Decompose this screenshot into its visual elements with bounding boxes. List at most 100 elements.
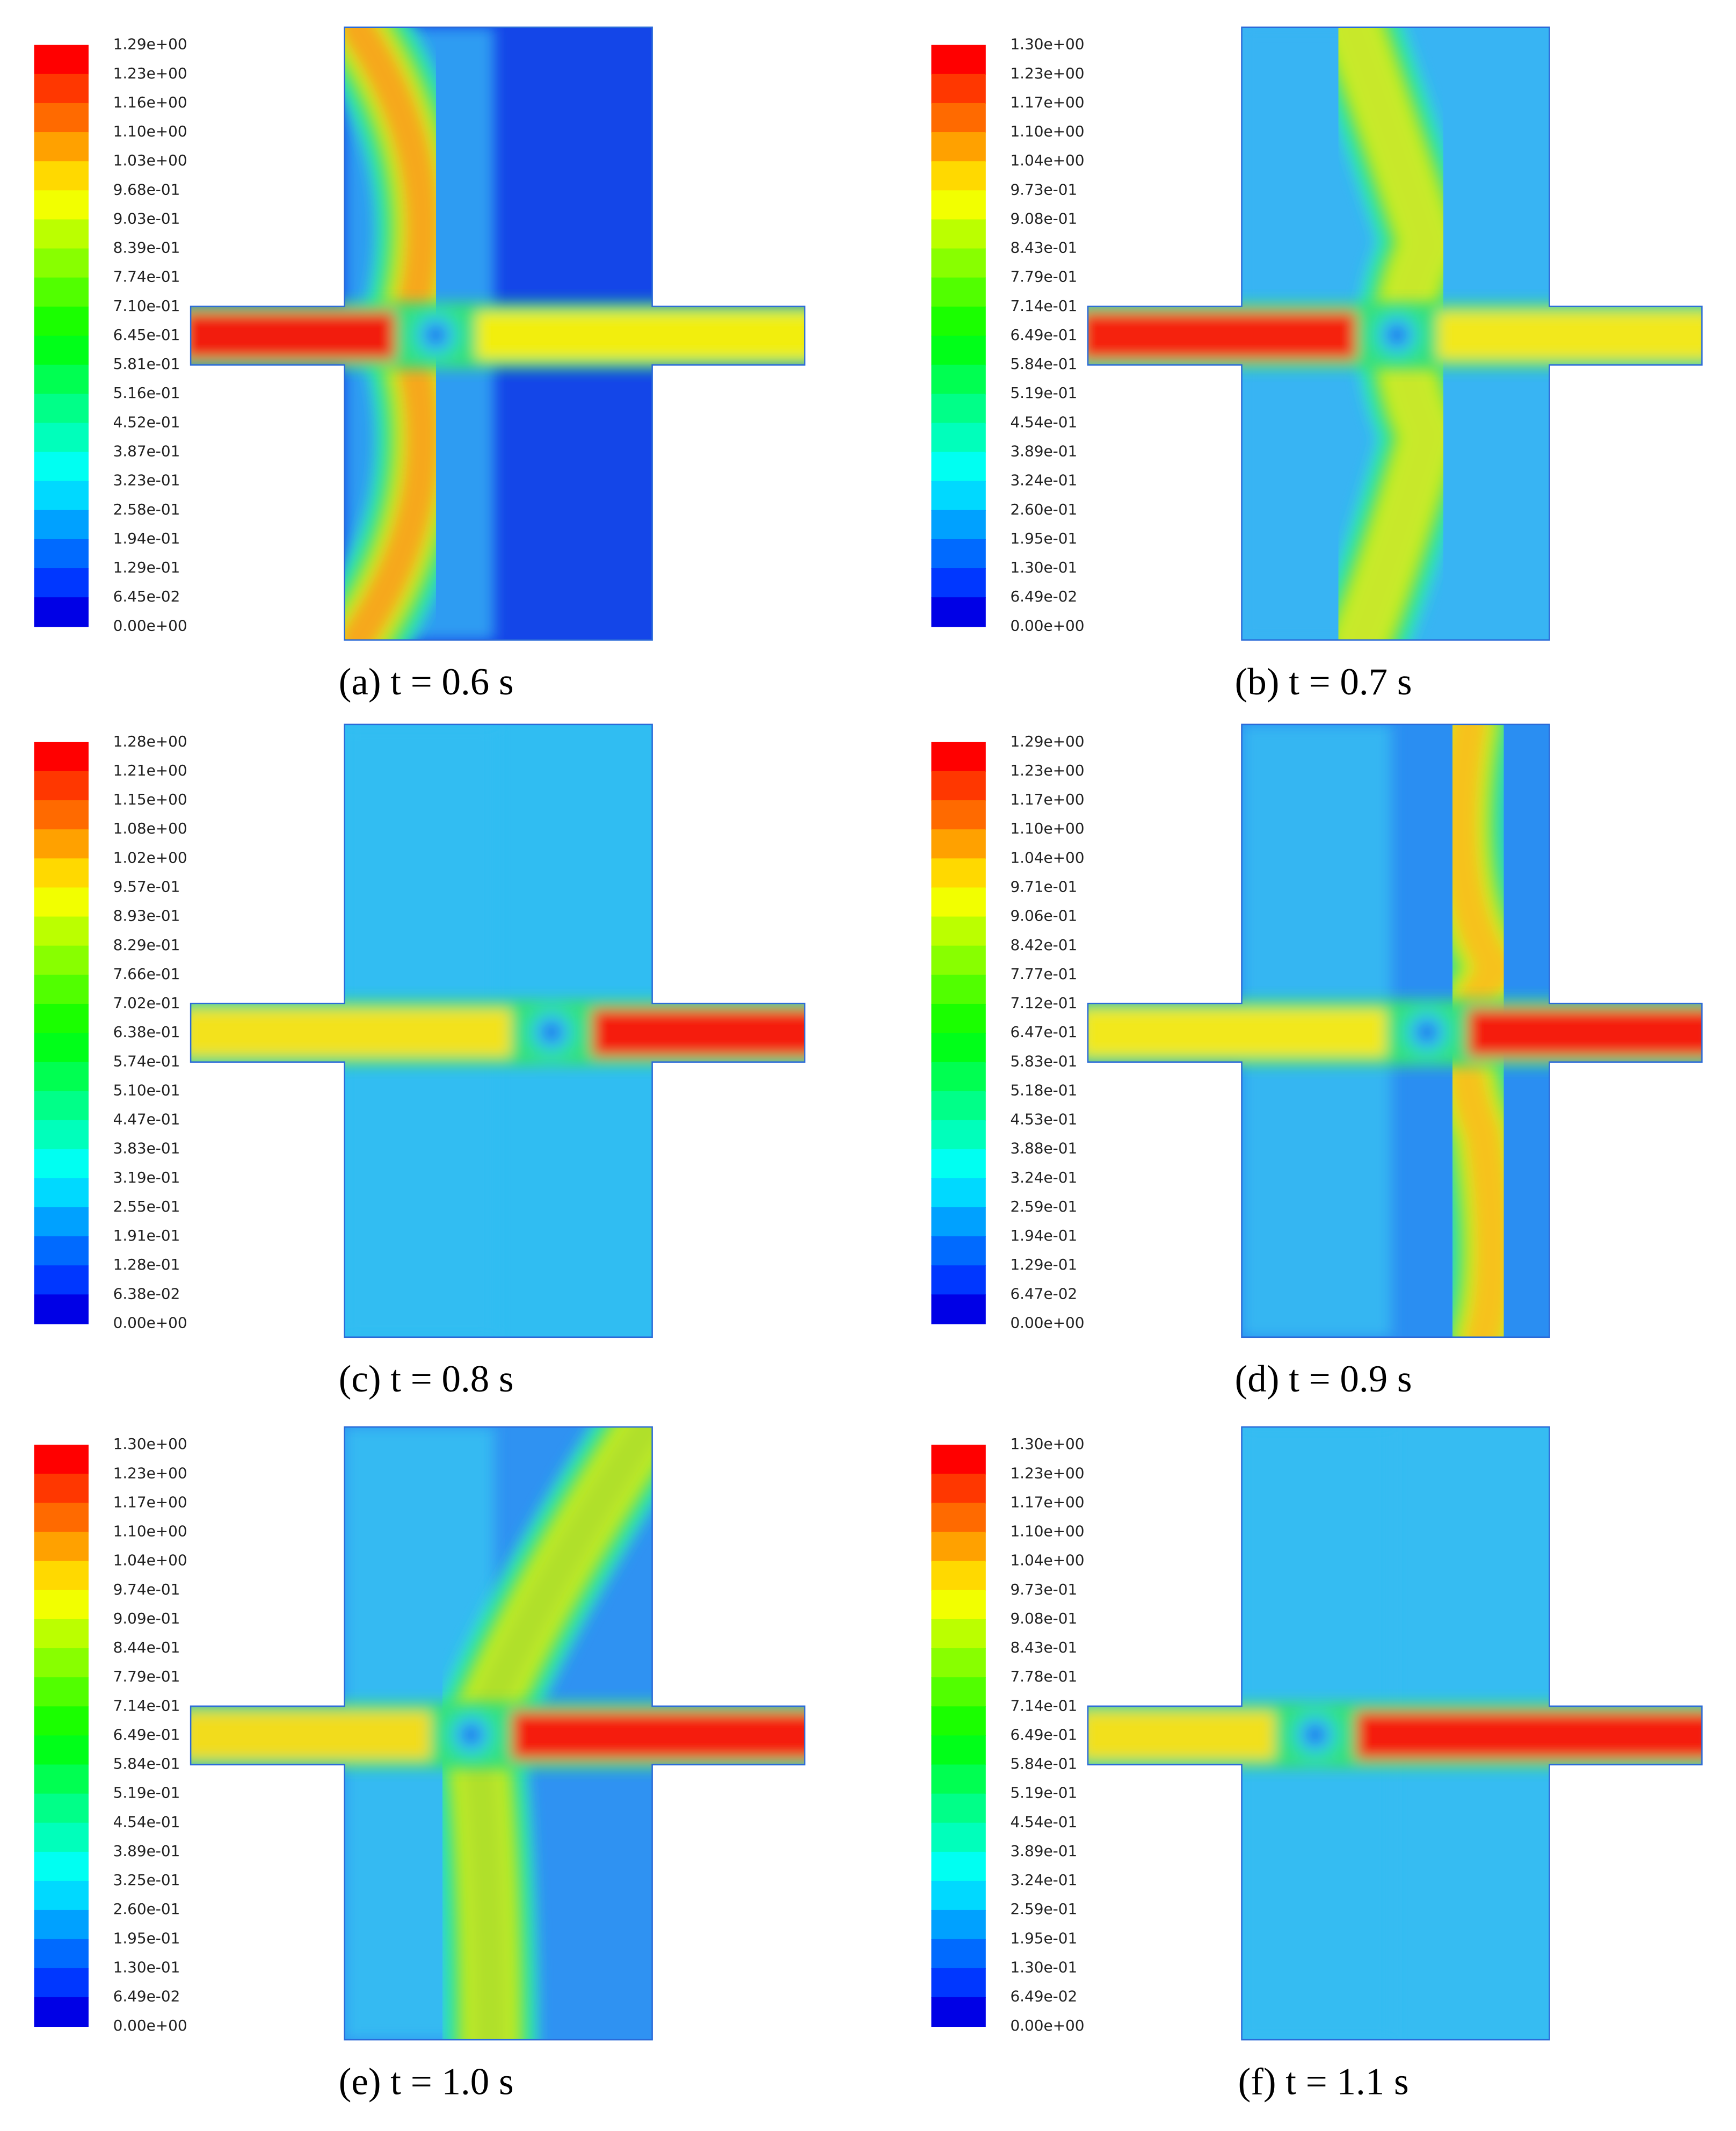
colorbar-label: 7.12e-01 <box>1010 994 1077 1012</box>
colorbar-swatch <box>34 1294 89 1324</box>
colorbar-swatch <box>34 1178 89 1208</box>
domain-outline <box>190 1426 805 2041</box>
colorbar-swatch <box>34 74 89 104</box>
colorbar-swatch <box>931 771 986 801</box>
colorbar-swatch <box>34 1532 89 1562</box>
colorbar-swatch <box>931 132 986 162</box>
caption: (f) t = 1.1 s <box>1238 2061 1409 2103</box>
colorbar-swatch <box>931 800 986 830</box>
colorbar-label: 7.14e-01 <box>113 1697 180 1714</box>
colorbar-label: 6.49e-01 <box>1010 1726 1077 1743</box>
channel <box>1087 999 1702 1067</box>
colorbar-label: 8.39e-01 <box>113 239 180 257</box>
colorbar-swatch <box>931 1445 986 1475</box>
colorbar-label: 8.43e-01 <box>1010 1639 1077 1656</box>
right-arm <box>592 1009 805 1057</box>
colorbar-swatch <box>34 452 89 482</box>
domain-outline <box>1087 723 1703 1338</box>
colorbar-swatch <box>34 306 89 337</box>
colorbar-label: 2.55e-01 <box>113 1198 180 1215</box>
colorbar-label: 6.49e-02 <box>113 1988 180 2005</box>
caption: (c) t = 0.8 s <box>339 1358 514 1400</box>
colorbar-label: 1.28e-01 <box>113 1256 180 1273</box>
panel: 1.29e+00 1.23e+00 1.17e+00 1.10e+00 1.04e+00… <box>931 723 1703 1400</box>
colorbar-label: 7.02e-01 <box>113 994 180 1012</box>
colorbar-swatch <box>931 1822 986 1853</box>
colorbar-swatch <box>34 1648 89 1678</box>
colorbar-swatch <box>931 945 986 976</box>
colorbar-swatch <box>34 568 89 598</box>
colorbar-label: 9.57e-01 <box>113 878 180 895</box>
colorbar-swatch <box>931 1149 986 1179</box>
colorbar-label: 3.23e-01 <box>113 472 180 489</box>
colorbar-label: 7.79e-01 <box>1010 268 1077 286</box>
colorbar-label: 1.17e+00 <box>1010 791 1084 808</box>
right-arm <box>512 1712 805 1759</box>
colorbar-label: 1.23e+00 <box>113 64 187 82</box>
colorbar-label: 1.23e+00 <box>1010 1464 1084 1482</box>
colorbar-label: 3.19e-01 <box>113 1169 180 1186</box>
colorbar-label: 3.89e-01 <box>1010 443 1077 460</box>
colorbar-label: 5.19e-01 <box>113 1784 180 1802</box>
colorbar-swatch <box>34 597 89 627</box>
channel <box>191 1702 805 1769</box>
colorbar-swatch <box>34 1968 89 1998</box>
colorbar-label: 1.30e-01 <box>1010 559 1077 576</box>
colorbar-swatch <box>931 45 986 75</box>
colorbar-swatch <box>931 1735 986 1765</box>
colorbar-swatch <box>931 335 986 366</box>
colorbar-label: 3.89e-01 <box>113 1842 180 1860</box>
colorbar-label: 8.43e-01 <box>1010 239 1077 257</box>
colorbar-swatch <box>931 510 986 540</box>
colorbar-label: 7.78e-01 <box>1010 1668 1077 1685</box>
colorbar-label: 1.29e-01 <box>1010 1256 1077 1273</box>
colorbar-label: 3.89e-01 <box>1010 1842 1077 1860</box>
colorbar-swatch <box>931 103 986 133</box>
colorbar-label: 3.24e-01 <box>1010 1871 1077 1889</box>
channel <box>1087 1702 1702 1769</box>
colorbar-swatch <box>34 219 89 249</box>
colorbar-label: 7.77e-01 <box>1010 965 1077 983</box>
colorbar-swatch <box>34 394 89 424</box>
colorbar-swatch <box>34 974 89 1005</box>
caption: (e) t = 1.0 s <box>339 2061 514 2103</box>
colorbar-label: 1.21e+00 <box>113 762 187 779</box>
colorbar-label: 3.24e-01 <box>1010 472 1077 489</box>
colorbar-label: 1.30e+00 <box>1010 35 1084 53</box>
colorbar-label: 7.79e-01 <box>113 1668 180 1685</box>
colorbar-label: 1.04e+00 <box>1010 849 1084 866</box>
colorbar-swatch <box>931 219 986 249</box>
colorbar-swatch <box>34 887 89 917</box>
colorbar-swatch <box>931 1236 986 1266</box>
colorbar-swatch <box>931 1793 986 1824</box>
colorbar-label: 1.29e-01 <box>113 559 180 576</box>
colorbar-swatch <box>931 1062 986 1092</box>
colorbar-swatch <box>931 1619 986 1649</box>
contour-field <box>191 724 805 1337</box>
panel: 1.30e+00 1.23e+00 1.17e+00 1.10e+00 1.04e+00… <box>931 1426 1703 2103</box>
colorbar-label: 9.68e-01 <box>113 180 180 198</box>
colorbar-label: 6.47e-01 <box>1010 1023 1077 1041</box>
colorbar-swatch <box>34 248 89 278</box>
colorbar-swatch <box>34 1677 89 1707</box>
colorbar-label: 8.29e-01 <box>113 936 180 954</box>
colorbar-label: 5.19e-01 <box>1010 384 1077 402</box>
colorbar-label: 0.00e+00 <box>113 1314 187 1331</box>
colorbar-label: 1.02e+00 <box>113 849 187 866</box>
colorbar-label: 4.53e-01 <box>1010 1111 1077 1128</box>
left-arm <box>1087 1712 1275 1759</box>
colorbar-swatch <box>931 858 986 888</box>
colorbar-swatch <box>931 974 986 1005</box>
caption: (b) t = 0.7 s <box>1235 661 1412 703</box>
colorbar-label: 5.84e-01 <box>1010 1755 1077 1773</box>
colorbar-swatch <box>931 306 986 337</box>
vortex-center <box>1420 1025 1434 1039</box>
colorbar-swatch <box>34 1474 89 1504</box>
colorbar-label: 1.28e+00 <box>113 733 187 750</box>
colorbar-swatch <box>34 1236 89 1266</box>
colorbar-label: 6.38e-01 <box>113 1023 180 1041</box>
colorbar-swatch <box>34 1997 89 2027</box>
colorbar-label: 9.03e-01 <box>113 209 180 227</box>
colorbar-label: 1.29e+00 <box>113 35 187 53</box>
colorbar-label: 6.47e-02 <box>1010 1285 1077 1302</box>
